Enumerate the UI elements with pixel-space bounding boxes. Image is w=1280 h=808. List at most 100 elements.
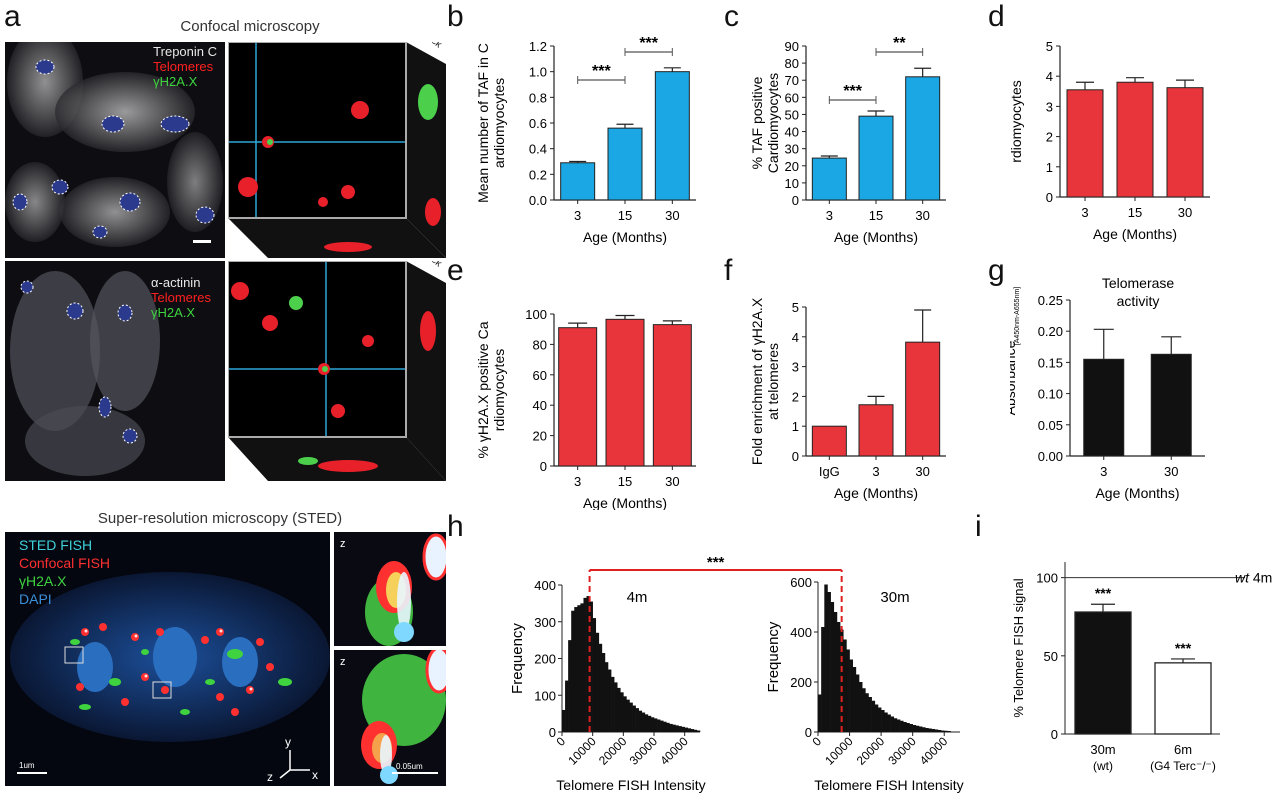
x-tick-label: 40000: [917, 734, 951, 768]
histogram-bar: [852, 667, 857, 732]
x-tick-label: 3: [574, 474, 581, 489]
histogram-bar: [893, 718, 898, 732]
x-tick-label: 30: [915, 208, 929, 223]
significance-label: ***: [1175, 640, 1192, 656]
histogram-bar: [944, 730, 948, 732]
significance-label: ***: [592, 63, 611, 80]
inset-top-z: z: [340, 538, 346, 550]
zstack-view-top: Z-stack: [228, 42, 446, 258]
y-axis-label: Mean number of γH2A.X in Cardiomyocytes: [1010, 26, 1024, 216]
histogram-bar: [574, 607, 578, 732]
y-tick-label: 5: [1046, 39, 1053, 54]
axis-z-label: z: [267, 770, 273, 784]
y-tick-label: 30: [785, 142, 799, 157]
histogram-bar: [654, 718, 658, 732]
histogram-bar: [896, 719, 901, 732]
histogram-bar: [912, 725, 917, 732]
x-tick-label: IgG: [819, 464, 840, 479]
chart-g-title-line2: activity: [1117, 293, 1160, 309]
histogram-bar: [836, 622, 841, 732]
histogram-bar: [611, 676, 615, 732]
y-tick-label: 200: [790, 675, 812, 690]
y-tick-label: 1.0: [529, 65, 547, 80]
histogram-bar: [824, 584, 828, 732]
legend-dapi: DAPI: [19, 591, 52, 607]
y-axis-label: % TAF positiveCardiomyocytes: [750, 73, 781, 173]
y-axis-label-sup: [A450nm-A655nm]: [1014, 287, 1021, 345]
y-tick-label: 0.8: [529, 90, 547, 105]
y-tick-label: 0.0: [529, 193, 547, 208]
histogram-bar: [859, 682, 863, 732]
histogram-bar: [915, 725, 920, 732]
histogram-bar: [928, 728, 932, 732]
x-tick-label: 3: [872, 464, 879, 479]
histogram-bar: [592, 618, 597, 732]
y-tick-label: 100: [534, 688, 556, 703]
histogram-bar: [684, 727, 689, 732]
legend-gh2ax-sted: γH2A.X: [19, 573, 67, 589]
y-tick-label: 0.00: [1038, 449, 1063, 464]
reference-label: wt 4m: [1235, 570, 1272, 586]
zstack-view-top-art: [228, 42, 446, 258]
y-tick-label: 0: [540, 459, 547, 474]
sted-scalebar-label: 1um: [19, 761, 35, 770]
x-tick-label: 30: [1178, 205, 1192, 220]
histogram-bar: [647, 715, 652, 732]
panel-label-f: f: [724, 254, 733, 287]
histogram-bar: [568, 640, 572, 732]
x-axis-label: Age (Months): [834, 229, 918, 245]
histogram-bar: [620, 692, 624, 732]
x-tick-label: 10000: [565, 734, 599, 768]
histogram-bar: [604, 662, 609, 732]
sted-title: Super-resolution microscopy (STED): [97, 510, 343, 527]
bar-0: [558, 327, 598, 467]
confocal-image-troponin-art: [5, 42, 223, 247]
bar-1: [1150, 353, 1192, 457]
y-tick-label: 80: [785, 56, 799, 71]
histogram-bar: [681, 726, 685, 732]
y-tick-label: 60: [785, 90, 799, 105]
y-tick-label: 0: [805, 725, 812, 740]
histogram-bar: [577, 605, 581, 732]
y-tick-label: 50: [1044, 649, 1058, 664]
histogram-bar: [666, 722, 670, 732]
sted-inset-bottom-art: [361, 650, 446, 784]
x-tick-label: 15: [618, 474, 632, 489]
y-tick-label: 10: [785, 176, 799, 191]
histogram-bar: [937, 730, 942, 732]
histogram-bar: [903, 722, 907, 732]
y-axis-label: Frequency: [509, 623, 526, 694]
x-tick-label: 15: [618, 208, 632, 223]
bar-2: [654, 71, 690, 201]
histogram-bar: [874, 704, 879, 732]
sted-legend: STED FISH Confocal FISH γH2A.X DAPI: [19, 536, 110, 608]
histogram-bar: [918, 726, 923, 732]
histogram-bar: [818, 694, 822, 732]
bar-1: [858, 404, 894, 457]
zstack-view-bottom-art: [228, 261, 446, 481]
histogram-bar: [846, 649, 850, 732]
significance-label: ***: [639, 35, 658, 52]
y-tick-label: 1: [1046, 160, 1053, 175]
x-tick-label: 30: [665, 474, 679, 489]
panel-label-g: g: [988, 254, 1005, 287]
chart-h-histograms: 0100200300400010000200003000040000Freque…: [509, 554, 964, 793]
axis-y-label: y: [285, 735, 291, 749]
panel-label-c: c: [724, 0, 739, 33]
histogram-bar: [830, 602, 835, 732]
y-tick-label: 90: [785, 39, 799, 54]
chart-e-gh2ax-positive: 0 20 40 60 80 100 3 15 30 Age (Months) % γH2A.X po…: [475, 307, 696, 510]
histogram-bar: [934, 729, 939, 732]
x-tick-label: 3: [574, 208, 581, 223]
panel-label-h: h: [447, 510, 464, 543]
y-tick-label: 0.20: [1038, 324, 1063, 339]
panel-label-a: a: [4, 0, 21, 33]
y-tick-label: 0.25: [1038, 293, 1063, 308]
x-axis-label: Age (Months): [1093, 226, 1177, 242]
y-tick-label: 20: [785, 159, 799, 174]
y-tick-label: 400: [790, 625, 812, 640]
axis-x-label: x: [312, 768, 318, 782]
chart-f-fold-enrichment: 0 1 2 3 4 5 IgG 3 30 Age (Months) Fold enrichment …: [750, 297, 946, 501]
y-tick-label: 0: [792, 193, 799, 208]
